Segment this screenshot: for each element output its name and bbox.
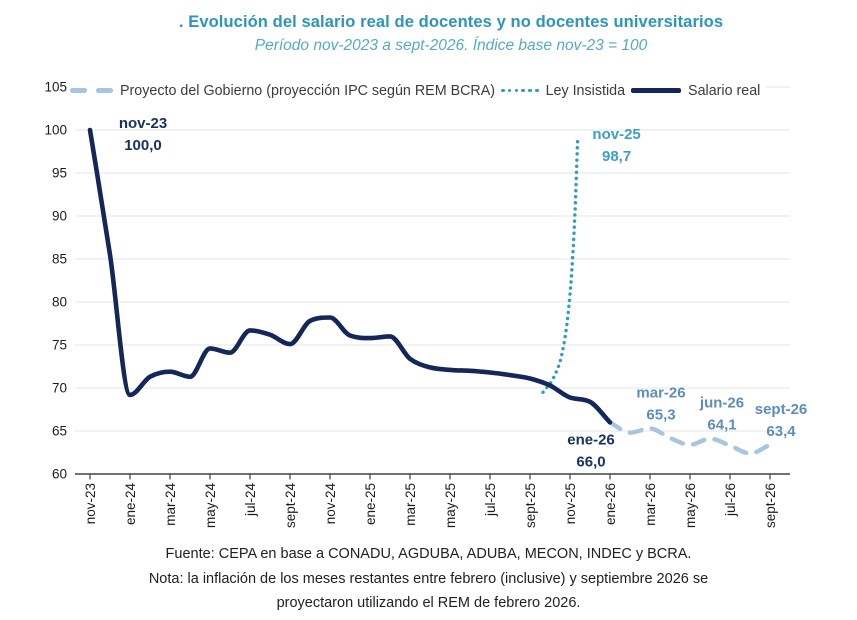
x-tick-label-nov-25: nov-25 xyxy=(563,483,578,524)
legend-label-ley-insistida: Ley Insistida xyxy=(545,82,626,99)
y-tick-label-60: 60 xyxy=(52,467,67,482)
y-tick-label-105: 105 xyxy=(44,80,67,95)
x-tick-label-ene-24: ene-24 xyxy=(123,483,138,526)
x-tick-label-jul-24: jul-24 xyxy=(243,483,258,518)
x-tick-label-may-24: may-24 xyxy=(203,483,218,529)
chart-footer: Fuente: CEPA en base a CONADU, AGDUBA, A… xyxy=(0,542,857,616)
annotation-ene-26: ene-26 66,0 xyxy=(567,431,615,470)
y-tick-label-85: 85 xyxy=(52,252,67,267)
x-tick-label-ene-25: ene-25 xyxy=(363,483,378,525)
annotation-mar-26: mar-26 65,3 xyxy=(636,384,685,423)
chart-subtitle: Período nov-2023 a sept-2026. Índice bas… xyxy=(254,37,648,54)
x-tick-label-mar-24: mar-24 xyxy=(163,483,178,526)
x-tick-label-ene-26: ene-26 xyxy=(603,483,618,525)
y-tick-label-75: 75 xyxy=(52,338,67,353)
legend-marker-salario-real xyxy=(631,87,682,94)
y-tick-label-95: 95 xyxy=(52,166,67,181)
annotation-jun-26: jun-26 64,1 xyxy=(699,395,744,434)
x-tick-label-may-25: may-25 xyxy=(443,483,458,528)
chart-legend: Proyecto del Gobierno (proyección IPC se… xyxy=(70,80,767,101)
x-tick-label-sept-25: sept-25 xyxy=(523,483,538,528)
x-tick-label-nov-23: nov-23 xyxy=(83,483,98,524)
source-note: Fuente: CEPA en base a CONADU, AGDUBA, A… xyxy=(165,546,692,562)
x-tick-label-may-26: may-26 xyxy=(683,483,698,528)
x-tick-label-sept-26: sept-26 xyxy=(763,483,778,528)
chart-title: . Evolución del salario real de docentes… xyxy=(178,13,724,31)
annotation-nov-25: nov-25 98,7 xyxy=(592,126,640,165)
x-tick-label-mar-26: mar-26 xyxy=(643,483,658,526)
y-tick-label-90: 90 xyxy=(52,209,67,224)
x-tick-label-nov-24: nov-24 xyxy=(323,483,338,525)
y-tick-label-65: 65 xyxy=(52,424,67,439)
x-tick-label-mar-25: mar-25 xyxy=(403,483,418,526)
x-tick-label-jul-26: jul-26 xyxy=(723,483,738,517)
annotation-sept-26: sept-26 63,4 xyxy=(755,401,808,440)
x-tick-label-sept-24: sept-24 xyxy=(283,483,298,529)
methodology-note-line2: proyectaron utilizando el REM de febrero… xyxy=(276,595,581,611)
legend-label-salario-real: Salario real xyxy=(688,82,761,99)
legend-marker-ley-insistida xyxy=(501,88,539,93)
y-tick-label-80: 80 xyxy=(52,295,67,310)
x-tick-label-jul-25: jul-25 xyxy=(483,483,498,517)
series-ley-insistida xyxy=(541,139,580,394)
series-proyecto-del-gobierno-proyecci-n-ipc-seg-n-rem-bcra- xyxy=(607,420,773,456)
methodology-note-line1: Nota: la inflación de los meses restante… xyxy=(148,570,709,587)
annotation-nov-23: nov-23 100,0 xyxy=(119,115,167,154)
legend-marker-proyecto-gobierno xyxy=(70,88,113,93)
y-tick-label-100: 100 xyxy=(44,123,67,138)
legend-label-proyecto-gobierno: Proyecto del Gobierno (proyección IPC se… xyxy=(120,82,496,99)
y-tick-label-70: 70 xyxy=(52,381,67,396)
series-salario-real xyxy=(87,127,613,425)
